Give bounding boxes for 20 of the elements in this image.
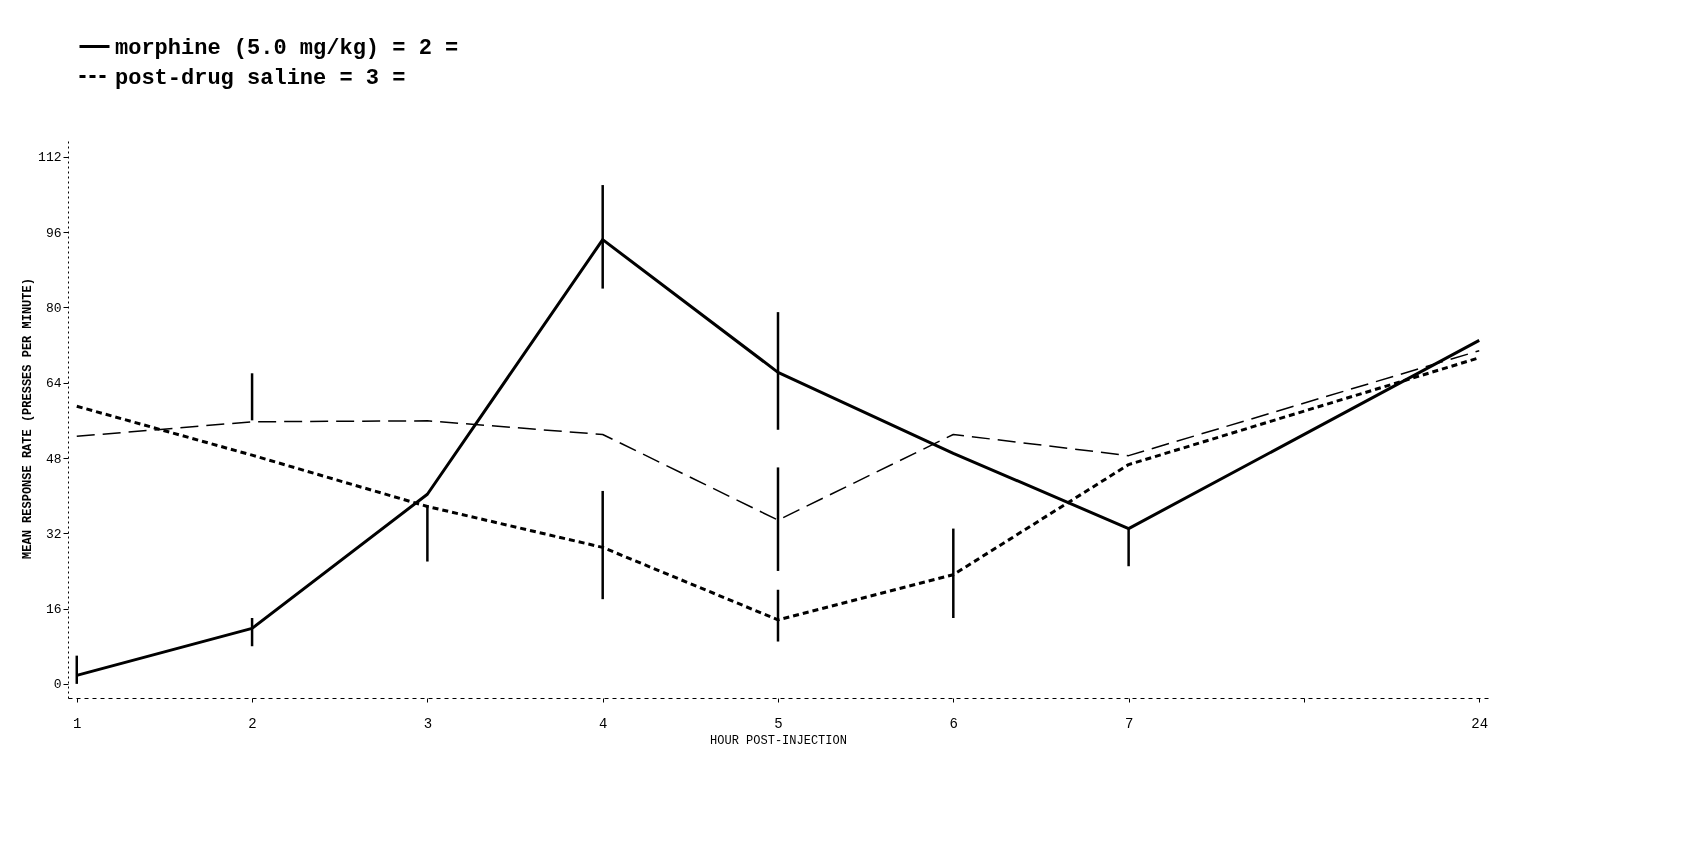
y-tick-label: 80 bbox=[45, 300, 62, 316]
y-tick-label: 32 bbox=[45, 526, 62, 542]
y-tick-label: 48 bbox=[45, 451, 62, 467]
x-tick-label: 7 bbox=[1124, 715, 1134, 732]
y-tick-label: 96 bbox=[45, 225, 62, 241]
y-tick-label: 64 bbox=[45, 376, 62, 392]
x-tick-label: 4 bbox=[598, 715, 608, 732]
legend-label: post-drug saline = 3 = bbox=[115, 65, 406, 91]
y-tick-label: 16 bbox=[45, 602, 62, 618]
y-tick-label: 112 bbox=[38, 150, 62, 166]
x-axis-title: HOUR POST-INJECTION bbox=[710, 733, 847, 748]
x-tick-label: 5 bbox=[774, 715, 783, 732]
x-tick-label: 24 bbox=[1471, 715, 1489, 732]
x-tick-label: 2 bbox=[248, 715, 257, 732]
y-tick-label: 0 bbox=[53, 677, 62, 693]
x-tick-label: 1 bbox=[73, 715, 82, 732]
x-tick-label: 6 bbox=[949, 715, 959, 732]
y-axis-title: MEAN RESPONSE RATE (PRESSES PER MINUTE) bbox=[21, 278, 36, 559]
x-tick-label: 3 bbox=[423, 715, 433, 732]
legend-label: morphine (5.0 mg/kg) = 2 = bbox=[115, 35, 459, 61]
